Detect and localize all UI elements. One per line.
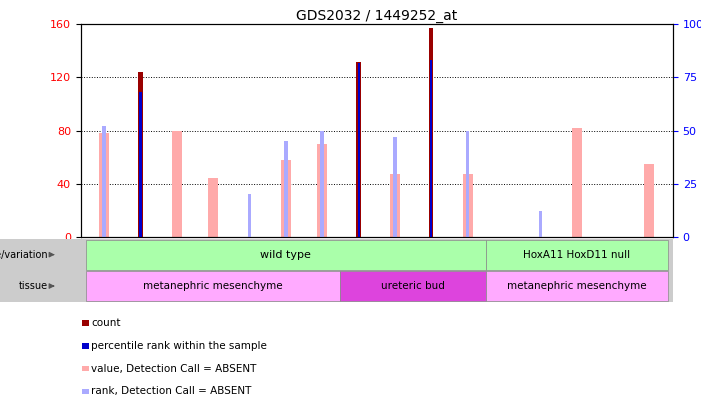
Text: metanephric mesenchyme: metanephric mesenchyme (507, 281, 646, 291)
Text: rank, Detection Call = ABSENT: rank, Detection Call = ABSENT (91, 386, 252, 396)
Text: percentile rank within the sample: percentile rank within the sample (91, 341, 267, 351)
Bar (83, 388, 89, 394)
Bar (102, 126, 106, 237)
Bar (486, 240, 667, 270)
Bar (429, 28, 433, 237)
Bar (317, 144, 327, 237)
Bar (83, 366, 89, 371)
Bar (99, 133, 109, 237)
Bar (86, 271, 341, 301)
Text: wild type: wild type (261, 249, 311, 260)
Bar (138, 72, 143, 237)
Bar (356, 62, 361, 237)
Text: tissue: tissue (19, 281, 48, 291)
Bar (83, 320, 89, 326)
Bar (466, 130, 470, 237)
Text: ureteric bud: ureteric bud (381, 281, 445, 291)
Text: genotype/variation: genotype/variation (0, 249, 48, 260)
Title: GDS2032 / 1449252_at: GDS2032 / 1449252_at (296, 9, 458, 23)
Bar (247, 194, 252, 237)
Bar (172, 130, 182, 237)
Bar (281, 160, 291, 237)
Text: count: count (91, 318, 121, 328)
Bar (358, 62, 360, 237)
Bar (284, 141, 287, 237)
Bar (538, 211, 542, 237)
Text: value, Detection Call = ABSENT: value, Detection Call = ABSENT (91, 364, 257, 373)
Bar (139, 92, 142, 237)
Bar (571, 128, 582, 237)
Bar (208, 179, 218, 237)
Bar (86, 240, 486, 270)
Text: metanephric mesenchyme: metanephric mesenchyme (144, 281, 283, 291)
Bar (486, 271, 667, 301)
Bar (83, 343, 89, 349)
Bar (463, 175, 472, 237)
Bar (393, 137, 397, 237)
Bar (644, 164, 655, 237)
Text: HoxA11 HoxD11 null: HoxA11 HoxD11 null (523, 249, 630, 260)
Bar (341, 271, 486, 301)
Bar (430, 60, 433, 237)
Bar (320, 130, 324, 237)
Bar (390, 175, 400, 237)
